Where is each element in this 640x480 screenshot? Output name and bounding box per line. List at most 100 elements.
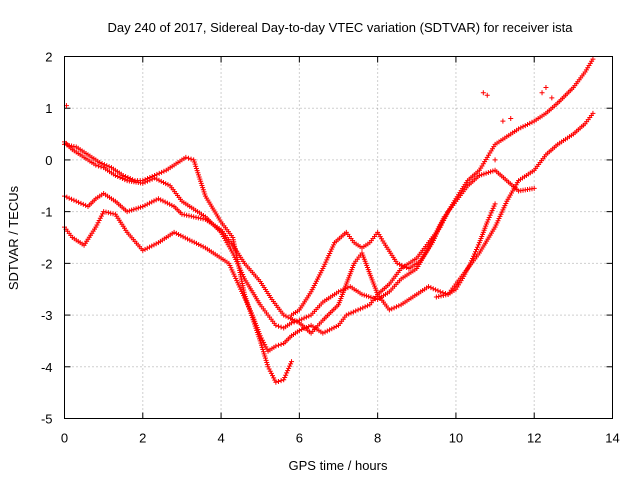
data-point-track-4 xyxy=(130,177,136,183)
data-point-track-5 xyxy=(394,260,400,266)
data-point-track-4 xyxy=(275,378,281,384)
data-point-track-4 xyxy=(127,176,133,182)
data-point-track-3 xyxy=(162,199,168,205)
data-point-track-3 xyxy=(186,213,192,219)
data-point-track-2 xyxy=(520,124,526,130)
data-point-track-3 xyxy=(294,319,300,325)
data-point-track-6 xyxy=(472,251,478,257)
data-point-track-3 xyxy=(64,194,70,200)
data-point-track-3 xyxy=(179,211,185,217)
data-point-track-1 xyxy=(531,185,537,191)
data-point-track-4 xyxy=(69,143,75,149)
data-point-fragments xyxy=(549,95,555,101)
data-point-track-4 xyxy=(101,162,107,168)
chart-title: Day 240 of 2017, Sidereal Day-to-day VTE… xyxy=(107,20,573,35)
data-point-track-2 xyxy=(301,315,307,321)
data-point-track-3 xyxy=(131,206,137,212)
data-point-track-1 xyxy=(193,240,199,246)
data-point-track-1 xyxy=(488,169,494,175)
data-point-track-3 xyxy=(193,214,199,220)
data-point-track-3 xyxy=(435,288,441,294)
data-point-track-1 xyxy=(306,323,312,329)
data-point-track-1 xyxy=(153,241,159,247)
data-point-track-1 xyxy=(196,242,202,248)
data-point-track-2 xyxy=(158,178,164,184)
data-point-track-2 xyxy=(156,177,162,183)
grid xyxy=(64,56,613,419)
data-point-track-1 xyxy=(355,307,361,313)
data-point-track-5 xyxy=(441,214,447,220)
data-point-track-4 xyxy=(266,366,272,372)
data-point-track-2 xyxy=(361,292,367,298)
data-point-track-6 xyxy=(443,292,449,298)
data-point-track-4 xyxy=(278,378,284,384)
data-point-fragments xyxy=(484,92,490,98)
data-point-track-4 xyxy=(159,169,165,175)
data-point-track-1 xyxy=(481,171,487,177)
data-point-track-4 xyxy=(267,368,273,374)
data-point-track-2 xyxy=(529,119,535,125)
data-point-track-3 xyxy=(393,304,399,310)
data-point-track-2 xyxy=(115,173,121,179)
x-tick-label: 0 xyxy=(61,431,68,446)
data-point-fragments xyxy=(500,118,506,124)
data-point-track-3 xyxy=(138,204,144,210)
data-point-track-4 xyxy=(285,368,291,374)
data-point-track-2 xyxy=(372,296,378,302)
data-point-track-3 xyxy=(167,201,173,207)
data-point-track-1 xyxy=(146,244,152,250)
data-point-track-1 xyxy=(140,247,146,253)
data-point-track-6 xyxy=(461,273,467,279)
y-tick-label: -3 xyxy=(41,308,53,323)
data-point-track-3 xyxy=(149,199,155,205)
data-point-track-1 xyxy=(176,232,182,238)
data-point-track-6 xyxy=(488,210,494,216)
data-point-track-2 xyxy=(363,293,369,299)
data-point-track-6 xyxy=(440,292,446,298)
data-point-track-4 xyxy=(147,175,153,181)
data-point-track-1 xyxy=(103,209,109,215)
data-point-track-4 xyxy=(123,173,129,179)
data-point-track-4 xyxy=(140,178,146,184)
data-point-track-2 xyxy=(98,164,104,170)
data-point-track-4 xyxy=(268,370,274,376)
data-point-track-4 xyxy=(97,160,103,166)
data-point-track-3 xyxy=(126,208,132,214)
x-tick-label: 12 xyxy=(527,431,541,446)
data-point-track-6 xyxy=(487,212,493,218)
data-point-track-2 xyxy=(590,56,596,62)
data-point-track-1 xyxy=(320,330,326,336)
data-point-track-3 xyxy=(78,200,84,206)
data-point-fragments xyxy=(539,90,545,96)
data-point-track-3 xyxy=(76,199,82,205)
data-point-track-1 xyxy=(191,239,197,245)
data-point-track-1 xyxy=(110,211,116,217)
data-point-track-2 xyxy=(112,172,118,178)
data-point-track-1 xyxy=(173,230,179,236)
data-point-track-6 xyxy=(473,246,479,252)
data-point-track-2 xyxy=(95,163,101,169)
data-point-track-2 xyxy=(289,320,295,326)
data-point-track-3 xyxy=(80,201,86,207)
data-point-track-1 xyxy=(346,311,352,317)
data-point-track-1 xyxy=(182,235,188,241)
y-tick-label: 0 xyxy=(45,153,52,168)
data-point-track-3 xyxy=(66,195,72,201)
data-point-track-2 xyxy=(525,121,531,127)
data-point-track-3 xyxy=(389,306,395,312)
data-point-track-2 xyxy=(527,120,533,126)
data-point-track-6 xyxy=(490,205,496,211)
data-point-track-3 xyxy=(290,317,296,323)
data-point-track-1 xyxy=(343,312,349,318)
data-point-track-6 xyxy=(467,260,473,266)
x-tick-label: 2 xyxy=(139,431,146,446)
data-point-track-4 xyxy=(142,177,148,183)
data-point-track-1 xyxy=(333,324,339,330)
data-point-track-6 xyxy=(462,271,468,277)
data-point-track-2 xyxy=(160,179,166,185)
data-point-track-1 xyxy=(200,244,206,250)
data-point-track-2 xyxy=(163,181,169,187)
data-point-track-2 xyxy=(359,291,365,297)
data-point-track-4 xyxy=(154,171,160,177)
